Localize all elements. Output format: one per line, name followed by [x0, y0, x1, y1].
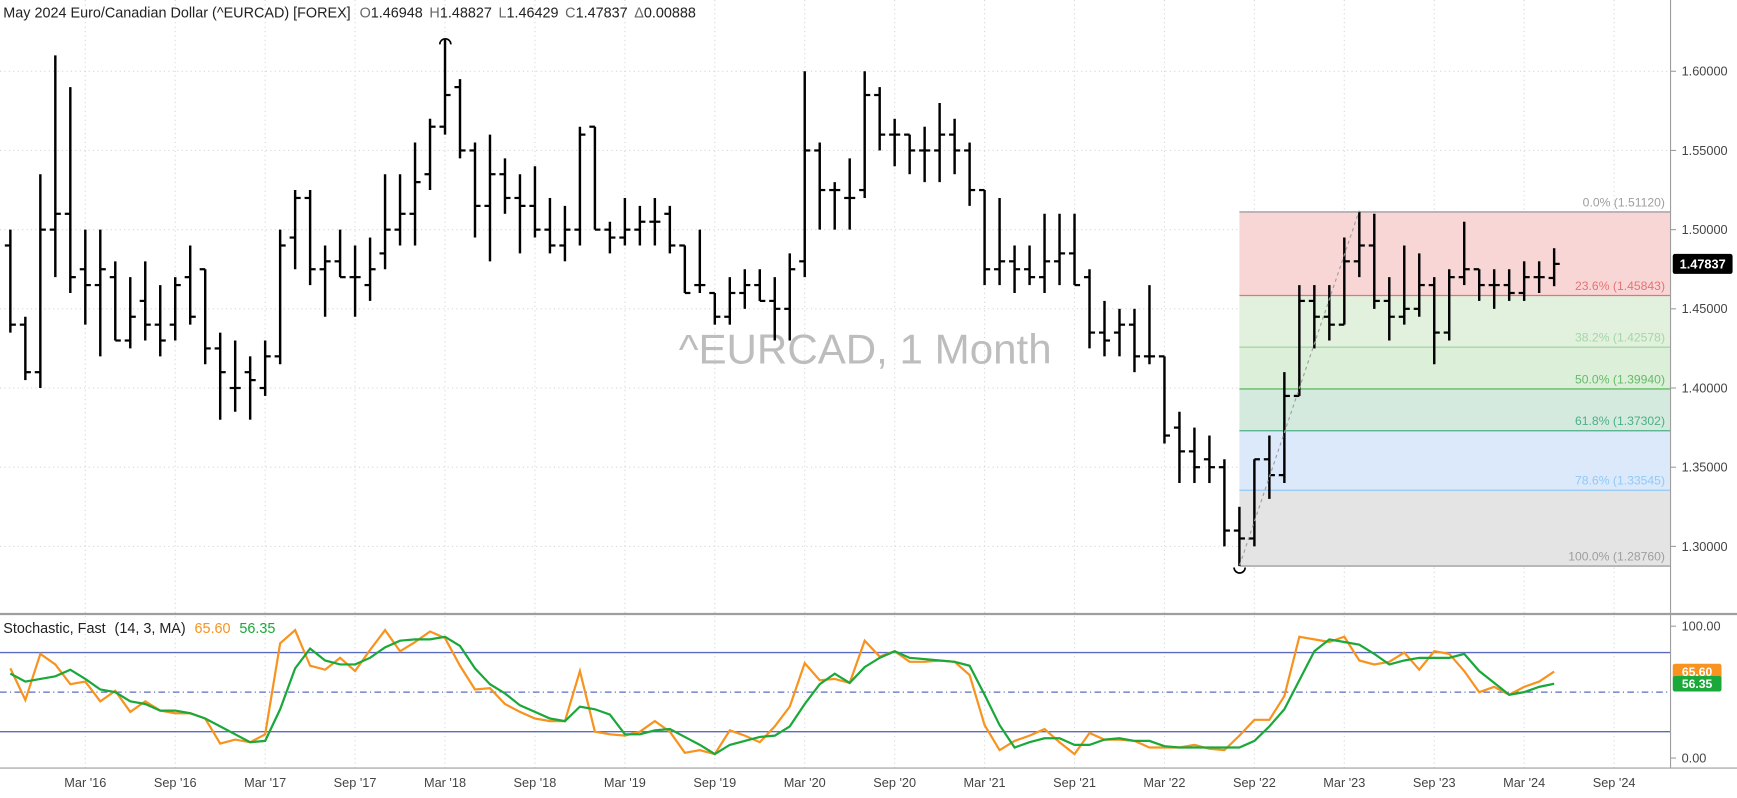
fib-zone [1239, 388, 1671, 431]
fib-trend-line [1239, 210, 1360, 566]
y-tick-label: 1.60000 [1682, 64, 1728, 79]
indicator-params: (14, 3, MA) [115, 621, 186, 637]
fib-zone [1239, 211, 1671, 296]
fib-zone [1239, 490, 1671, 567]
swing-low-marker [1233, 567, 1246, 574]
last-price-tag [1672, 253, 1733, 274]
fib-level-label: 61.8% (1.37302) [1575, 414, 1665, 428]
x-tick-label: Sep '24 [1593, 775, 1636, 790]
x-tick-label: Mar '18 [424, 775, 466, 790]
indicator-header: Stochastic, Fast (14, 3, MA) 65.60 56.35 [3, 621, 275, 637]
x-tick-label: Mar '17 [244, 775, 286, 790]
indicator-line [9, 635, 1555, 756]
change-label: Δ [634, 6, 644, 22]
x-tick-label: Mar '22 [1143, 775, 1185, 790]
fib-level-label: 50.0% (1.39940) [1575, 372, 1665, 386]
x-tick-label: Mar '19 [604, 775, 646, 790]
x-tick-label: Mar '20 [784, 775, 826, 790]
x-tick-label: Mar '24 [1503, 775, 1545, 790]
y-tick-label: 1.35000 [1682, 460, 1728, 475]
fib-zone [1239, 430, 1671, 491]
chart-title: May 2024 Euro/Canadian Dollar (^EURCAD) … [3, 6, 350, 22]
last-value-label: 56.35 [1682, 677, 1713, 691]
open-label: O [360, 6, 371, 22]
x-tick-label: Sep '23 [1413, 775, 1456, 790]
watermark: ^EURCAD, 1 Month [679, 326, 1052, 373]
price-layer: ^EURCAD, 1 Month 1.47837 [4, 39, 1733, 567]
change-value: 0.00888 [644, 6, 696, 22]
open-value: 1.46948 [371, 6, 423, 22]
k-last-value: 65.60 [195, 621, 231, 637]
x-tick-label: Sep '19 [693, 775, 736, 790]
x-tick-label: Mar '16 [64, 775, 106, 790]
last-value-tag [1672, 675, 1722, 692]
d-last-value: 56.35 [239, 621, 275, 637]
low-value: 1.46429 [507, 6, 559, 22]
fib-level-label: 0.0% (1.51120) [1583, 195, 1665, 209]
x-tick-label: Sep '18 [514, 775, 557, 790]
fib-level-label: 78.6% (1.33545) [1575, 474, 1665, 488]
close-label: C [565, 6, 575, 22]
high-label: H [429, 6, 439, 22]
y-tick-label: 0.00 [1682, 750, 1707, 765]
fib-zone [1239, 347, 1671, 389]
swing-high-marker [438, 38, 452, 45]
close-value: 1.47837 [576, 6, 628, 22]
fib-level-label: 100.0% (1.28760) [1568, 549, 1665, 563]
y-tick-label: 1.50000 [1682, 222, 1728, 237]
y-tick-label: 1.45000 [1682, 301, 1728, 316]
x-tick-label: Mar '23 [1323, 775, 1365, 790]
chart-header: May 2024 Euro/Canadian Dollar (^EURCAD) … [3, 6, 696, 22]
x-tick-label: Mar '21 [964, 775, 1006, 790]
indicator-line [9, 628, 1555, 756]
low-label: L [499, 6, 507, 22]
y-tick-label: 1.55000 [1682, 143, 1728, 158]
last-value-label: 65.60 [1682, 665, 1713, 679]
last-price-label: 1.47837 [1680, 256, 1726, 271]
last-value-tag [1672, 663, 1722, 680]
fib-zone [1239, 295, 1671, 348]
y-tick-label: 1.30000 [1682, 539, 1728, 554]
fib-level-label: 23.6% (1.45843) [1575, 279, 1665, 293]
high-value: 1.48827 [440, 6, 492, 22]
x-tick-label: Sep '21 [1053, 775, 1096, 790]
x-tick-label: Sep '16 [154, 775, 197, 790]
indicator-title: Stochastic, Fast [3, 621, 105, 637]
x-tick-label: Sep '17 [334, 775, 377, 790]
y-tick-label: 100.00 [1682, 619, 1721, 634]
x-tick-label: Sep '20 [873, 775, 916, 790]
x-tick-label: Sep '22 [1233, 775, 1276, 790]
y-tick-label: 1.40000 [1682, 380, 1728, 395]
fib-level-label: 38.2% (1.42578) [1575, 331, 1665, 345]
